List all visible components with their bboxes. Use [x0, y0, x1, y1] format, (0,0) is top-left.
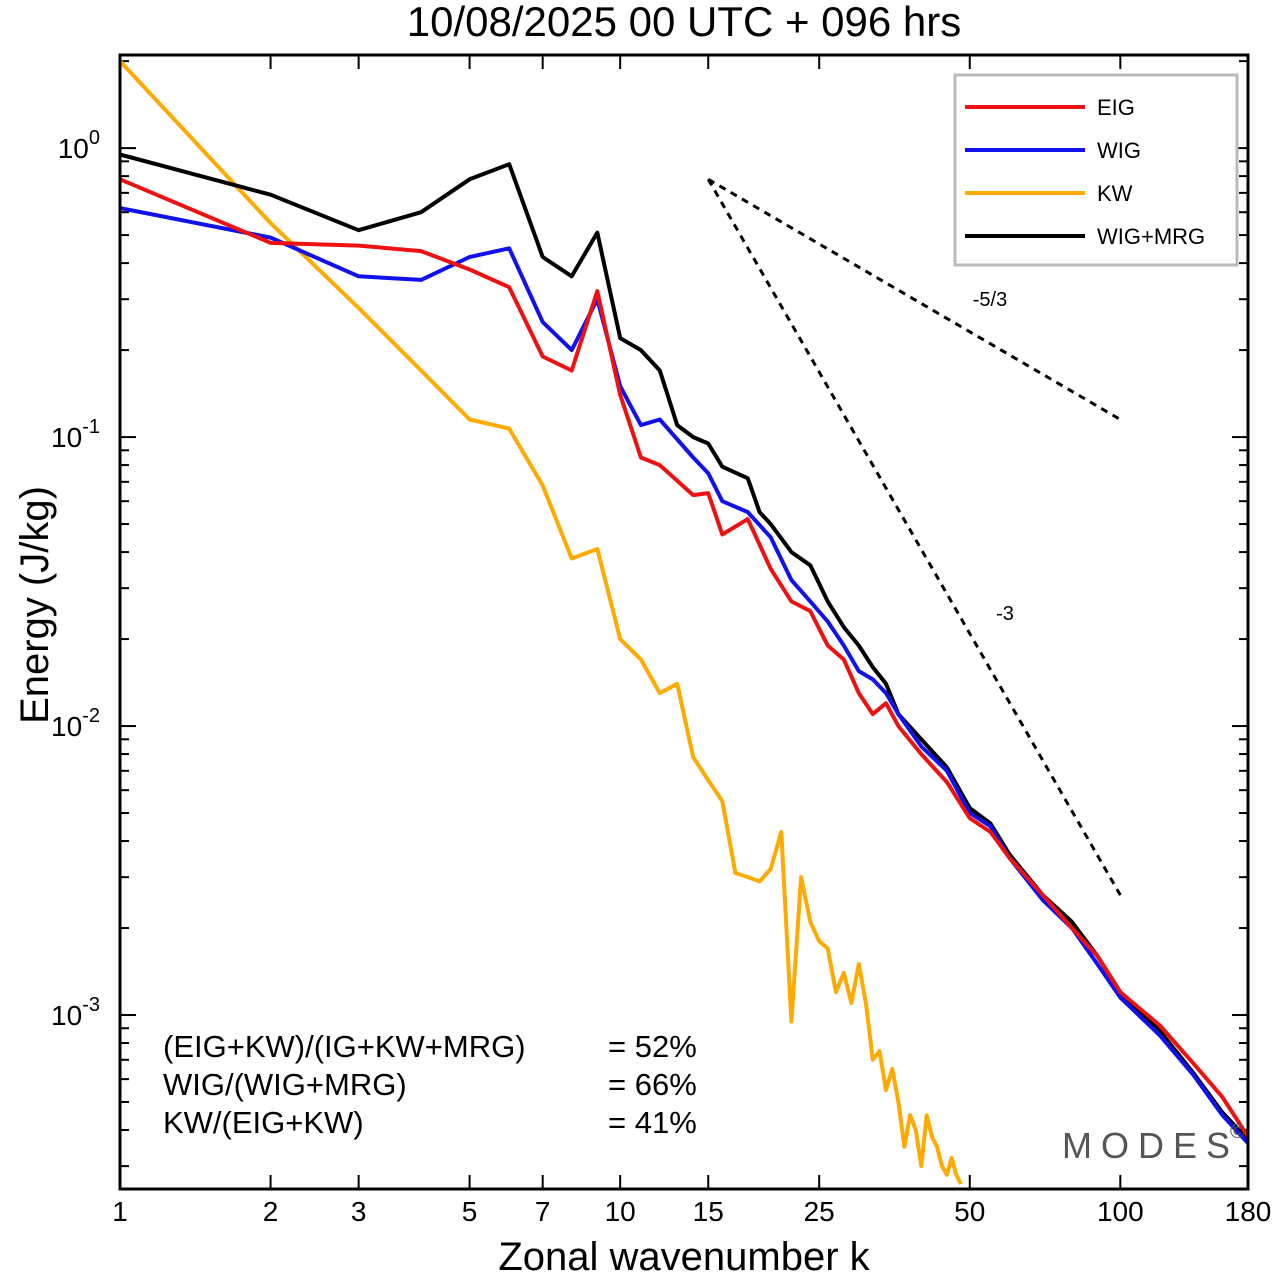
series-line-wig-mrg — [120, 152, 1248, 1142]
slope-label: -3 — [996, 603, 1014, 625]
reference-slope-lines: -5/3 -3 — [706, 177, 1122, 896]
x-tick-label: 1 — [112, 1196, 128, 1227]
series-line-kw — [120, 59, 963, 1185]
x-tick-label: 15 — [693, 1196, 724, 1227]
series-line-wig — [120, 206, 1248, 1145]
x-tick-labels: 1 2 3 5 7 10 15 25 50 100 180 — [112, 1196, 1271, 1227]
ratio-label: WIG/(WIG+MRG) — [163, 1067, 407, 1102]
y-tick-label: 10-3 — [51, 994, 100, 1031]
modes-watermark: MODES — [1062, 1125, 1239, 1166]
y-tick-labels: 100 10-1 10-2 10-3 — [51, 127, 100, 1031]
chart-title: 10/08/2025 00 UTC + 096 hrs — [407, 0, 962, 45]
legend-label: KW — [1097, 181, 1133, 206]
x-tick-label: 50 — [954, 1196, 985, 1227]
slope-line — [707, 177, 1122, 421]
y-tick-label: 10-1 — [51, 416, 100, 453]
x-tick-label: 5 — [462, 1196, 478, 1227]
y-axis-label: Energy (J/kg) — [13, 486, 57, 724]
ratio-value: = 52% — [608, 1029, 697, 1064]
watermark-copyright-mark: © — [1230, 1121, 1245, 1143]
legend-label: WIG — [1097, 138, 1141, 163]
legend: EIG WIG KW WIG+MRG — [953, 73, 1239, 267]
ratio-label: (EIG+KW)/(IG+KW+MRG) — [163, 1029, 526, 1064]
x-tick-label: 7 — [535, 1196, 551, 1227]
x-tick-label: 180 — [1225, 1196, 1272, 1227]
data-series — [120, 59, 1248, 1185]
y-tick-label: 10-2 — [51, 705, 100, 742]
x-tick-label: 25 — [804, 1196, 835, 1227]
y-tick-label: 100 — [58, 127, 100, 164]
ratio-label: KW/(EIG+KW) — [163, 1105, 364, 1140]
ratio-value: = 66% — [608, 1067, 697, 1102]
x-tick-label: 10 — [605, 1196, 636, 1227]
x-tick-label: 2 — [263, 1196, 279, 1227]
x-tick-label: 100 — [1097, 1196, 1144, 1227]
slope-label: -5/3 — [973, 289, 1007, 311]
series-line-eig — [120, 177, 1248, 1138]
legend-label: EIG — [1097, 95, 1135, 120]
legend-label: WIG+MRG — [1097, 224, 1205, 249]
watermark-text: MODES — [1062, 1125, 1239, 1166]
x-axis-label: Zonal wavenumber k — [498, 1235, 870, 1279]
x-tick-label: 3 — [351, 1196, 367, 1227]
ratio-value: = 41% — [608, 1105, 697, 1140]
plot-area — [118, 53, 1250, 1191]
energy-ratios: (EIG+KW)/(IG+KW+MRG) = 52% WIG/(WIG+MRG) = … — [163, 1029, 697, 1140]
